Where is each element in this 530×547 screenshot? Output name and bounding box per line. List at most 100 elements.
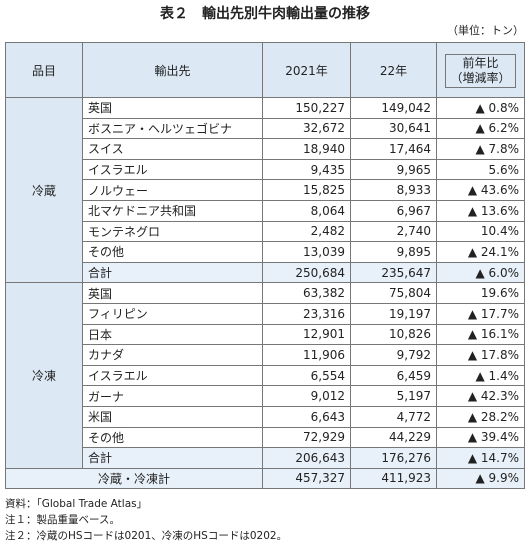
value-cell: ▲ 6.2% (436, 117, 525, 140)
value-cell: 19.6% (436, 282, 525, 304)
note: 注１：製品重量ベース。 (5, 514, 120, 526)
value-cell: ▲ 7.8% (436, 138, 525, 160)
destination-cell: 合計 (82, 447, 263, 469)
row: 冷蔵 英国 150,227 149,042 ▲ 0.8% (5, 96, 525, 284)
value-cell: 9,435 (262, 158, 351, 181)
row: その他 72,929 44,229 ▲ 39.4% (6, 426, 525, 449)
value-cell: 235,647 (350, 261, 437, 284)
header-box: 前年比 （増減率） (445, 54, 516, 88)
value-cell: 75,804 (350, 282, 437, 304)
value-cell: 72,929 (262, 426, 351, 449)
destination-cell: 日本 (82, 323, 263, 346)
value-cell: 411,923 (350, 467, 437, 490)
value-cell: ▲ 13.6% (436, 199, 525, 222)
destination-cell: 合計 (82, 261, 263, 284)
value-cell: 8,933 (350, 179, 437, 201)
value-cell: 176,276 (350, 447, 437, 469)
value-cell: 9,012 (262, 385, 351, 407)
value-cell: 10,826 (350, 323, 437, 346)
destination-cell: イスラエル (82, 364, 263, 387)
value-cell: 206,643 (262, 447, 351, 469)
table-body: 冷蔵 英国 150,227 149,042 ▲ 0.8% ボスニア・ヘルツェゴビナ 32,6… (5, 96, 525, 490)
total-row: 冷蔵・冷凍計 457,327 411,923 ▲ 9.9% (5, 467, 525, 490)
value-cell: 9,965 (350, 158, 437, 181)
value-cell: ▲ 39.4% (436, 426, 525, 449)
note: 注２：冷蔵のHSコードは0201、冷凍のHSコードは0202。 (5, 530, 288, 542)
value-cell: 63,382 (262, 282, 351, 304)
value-cell: 6,459 (350, 364, 437, 387)
value-cell: 9,895 (350, 241, 437, 263)
total-label: 冷蔵・冷凍計 (5, 467, 263, 490)
header-cell: 輸出先 (82, 42, 263, 98)
header-cell: 22年 (350, 42, 437, 98)
table: 品目 輸出先 2021年 22年 前年比 （増減率） 冷蔵 英国 150,227 149… (5, 42, 525, 490)
row: ノルウェー 15,825 8,933 ▲ 43.6% (6, 179, 525, 201)
value-cell: 10.4% (436, 220, 525, 243)
row: ガーナ 9,012 5,197 ▲ 42.3% (6, 385, 525, 407)
row: 米国 6,643 4,772 ▲ 28.2% (6, 405, 525, 428)
value-cell: 15,825 (262, 179, 351, 201)
row: 北マケドニア共和国 8,064 6,967 ▲ 13.6% (6, 199, 525, 222)
destination-cell: モンテネグロ (82, 220, 263, 243)
value-cell: 5.6% (436, 158, 525, 181)
row: イスラエル 9,435 9,965 5.6% (6, 158, 525, 181)
value-cell: ▲ 1.4% (436, 364, 525, 387)
value-cell: 9,792 (350, 344, 437, 366)
value-cell: 6,643 (262, 405, 351, 428)
row: その他 13,039 9,895 ▲ 24.1% (6, 241, 525, 263)
header-text: 前年比 (462, 56, 499, 70)
value-cell: 17,464 (350, 138, 437, 160)
row: イスラエル 6,554 6,459 ▲ 1.4% (6, 364, 525, 387)
destination-cell: その他 (82, 241, 263, 263)
header-cell: 2021年 (262, 42, 351, 98)
value-cell: 11,906 (262, 344, 351, 366)
value-cell: 19,197 (350, 302, 437, 325)
value-cell: ▲ 17.7% (436, 302, 525, 325)
row: 合計 206,643 176,276 ▲ 14.7% (6, 447, 525, 469)
destination-cell: スイス (82, 138, 263, 160)
destination-cell: ガーナ (82, 385, 263, 407)
destination-cell: その他 (82, 426, 263, 449)
row: モンテネグロ 2,482 2,740 10.4% (6, 220, 525, 243)
value-cell: ▲ 6.0% (436, 261, 525, 284)
destination-cell: カナダ (82, 344, 263, 366)
row: フィリピン 23,316 19,197 ▲ 17.7% (6, 302, 525, 325)
value-cell: ▲ 43.6% (436, 179, 525, 201)
value-cell: 150,227 (262, 97, 351, 119)
unit: （単位：トン） (447, 24, 524, 37)
destination-cell: イスラエル (82, 158, 263, 181)
title: 表２ 輸出先別牛肉輸出量の推移 (160, 6, 370, 22)
value-cell: 457,327 (262, 467, 351, 490)
value-cell: ▲ 0.8% (436, 97, 525, 119)
header-cell: 品目 (5, 42, 83, 98)
row: スイス 18,940 17,464 ▲ 7.8% (6, 138, 525, 160)
row: 冷凍 英国 63,382 75,804 19.6% (5, 282, 525, 469)
value-cell: ▲ 42.3% (436, 385, 525, 407)
group-cell: 冷凍 (5, 282, 83, 469)
value-cell: 32,672 (262, 117, 351, 140)
value-cell: 23,316 (262, 302, 351, 325)
note: 資料：「Global Trade Atlas」 (5, 498, 148, 510)
group-cell: 冷蔵 (5, 96, 83, 284)
value-cell: 5,197 (350, 385, 437, 407)
row: カナダ 11,906 9,792 ▲ 17.8% (6, 344, 525, 366)
destination-cell: 米国 (82, 405, 263, 428)
value-cell: 13,039 (262, 241, 351, 263)
destination-cell: ノルウェー (82, 179, 263, 201)
destination-cell: ボスニア・ヘルツェゴビナ (82, 117, 263, 140)
value-cell: ▲ 28.2% (436, 405, 525, 428)
destination-cell: 北マケドニア共和国 (82, 199, 263, 222)
notes: 資料：「Global Trade Atlas」 注１：製品重量ベース。注２：冷蔵の… (5, 496, 287, 544)
value-cell: 250,684 (262, 261, 351, 284)
row: 合計 250,684 235,647 ▲ 6.0% (6, 261, 525, 284)
value-cell: 18,940 (262, 138, 351, 160)
value-cell: 4,772 (350, 405, 437, 428)
value-cell: 30,641 (350, 117, 437, 140)
value-cell: ▲ 16.1% (436, 323, 525, 346)
value-cell: 2,740 (350, 220, 437, 243)
value-cell: ▲ 17.8% (436, 344, 525, 366)
value-cell: 2,482 (262, 220, 351, 243)
row: 日本 12,901 10,826 ▲ 16.1% (6, 323, 525, 346)
destination-cell: 英国 (82, 282, 263, 304)
value-cell: ▲ 9.9% (436, 467, 525, 490)
